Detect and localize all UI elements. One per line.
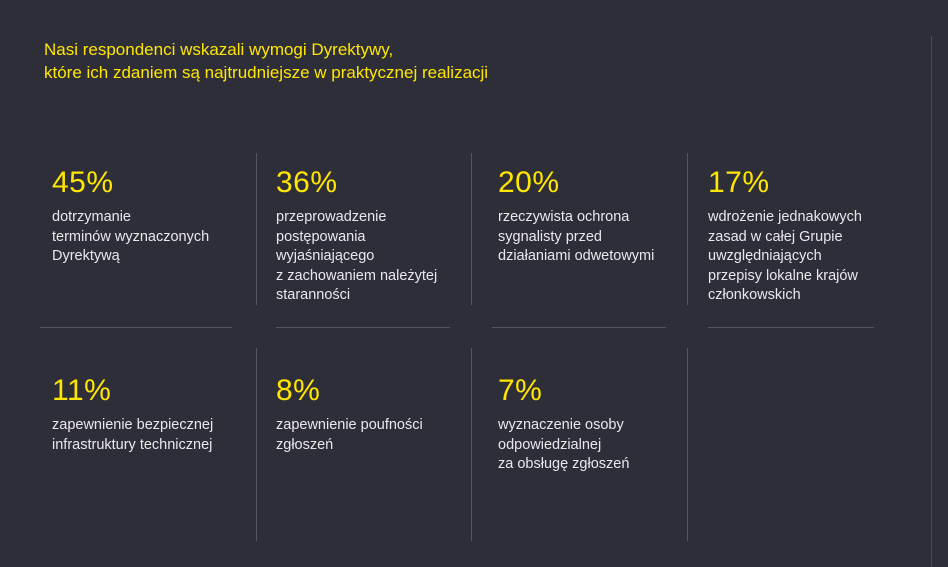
stat-percentage: 11% — [52, 374, 112, 407]
divider-vertical — [471, 348, 472, 541]
stat-item: 20% rzeczywista ochrona sygnalisty przed… — [498, 166, 686, 267]
page-title: Nasi respondenci wskazali wymogi Dyrekty… — [44, 38, 488, 84]
divider-vertical — [687, 348, 688, 541]
stat-label: wdrożenie jednakowych zasad w całej Grup… — [708, 209, 862, 303]
stat-percentage: 20% — [498, 166, 560, 199]
stat-item: 11% zapewnienie bezpiecznej infrastruktu… — [52, 374, 252, 455]
stat-percentage: 17% — [708, 166, 770, 199]
stat-item: 17% wdrożenie jednakowych zasad w całej … — [708, 166, 908, 306]
divider-horizontal — [40, 327, 232, 328]
divider-horizontal — [492, 327, 666, 328]
divider-vertical — [471, 153, 472, 305]
title-line-1: Nasi respondenci wskazali wymogi Dyrekty… — [44, 40, 394, 59]
title-line-2: które ich zdaniem są najtrudniejsze w pr… — [44, 63, 489, 82]
stat-percentage: 45% — [52, 166, 114, 199]
divider-horizontal — [276, 327, 450, 328]
stat-label: przeprowadzenie postępowania wyjaśniając… — [276, 209, 438, 303]
stat-percentage: 7% — [498, 374, 543, 407]
stat-item: 45% dotrzymanie terminów wyznaczonych Dy… — [52, 166, 252, 267]
stat-percentage: 36% — [276, 166, 338, 199]
stat-label: zapewnienie bezpiecznej infrastruktury t… — [52, 417, 214, 453]
stat-label: rzeczywista ochrona sygnalisty przed dzi… — [498, 209, 655, 264]
stat-percentage: 8% — [276, 374, 321, 407]
stat-item: 8% zapewnienie poufności zgłoszeń — [276, 374, 468, 455]
divider-horizontal — [708, 327, 874, 328]
stat-label: zapewnienie poufności zgłoszeń — [276, 417, 423, 453]
divider-vertical — [256, 153, 257, 305]
stat-item: 7% wyznaczenie osoby odpowiedzialnej za … — [498, 374, 686, 475]
divider-vertical — [256, 348, 257, 541]
divider-vertical — [687, 153, 688, 305]
right-border-line — [931, 36, 932, 567]
stat-label: wyznaczenie osoby odpowiedzialnej za obs… — [498, 417, 630, 472]
stat-label: dotrzymanie terminów wyznaczonych Dyrekt… — [52, 209, 210, 264]
stat-item: 36% przeprowadzenie postępowania wyjaśni… — [276, 166, 468, 306]
